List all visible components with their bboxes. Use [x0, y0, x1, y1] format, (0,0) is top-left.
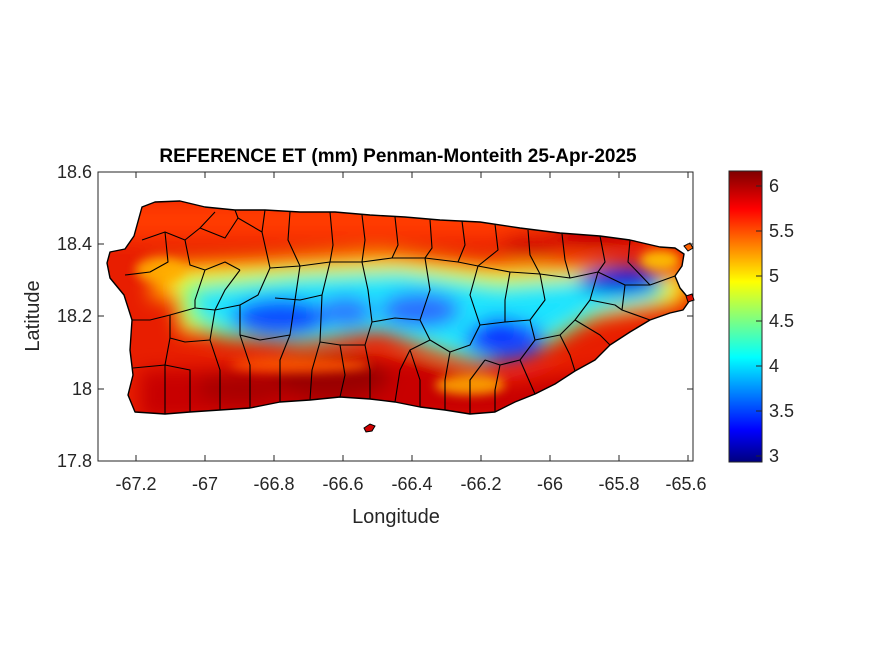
x-tick-label: -66.8 — [253, 474, 294, 494]
y-tick-label: 18.2 — [57, 306, 92, 326]
caja-de-muertos-island — [363, 423, 376, 433]
y-tick-label: 18.6 — [57, 162, 92, 182]
east-offshore-islet-2 — [685, 293, 695, 303]
y-tick-label: 17.8 — [57, 451, 92, 471]
x-tick-label: -67 — [192, 474, 218, 494]
colorbar-tick-label: 4 — [769, 356, 779, 376]
x-tick-label: -65.8 — [598, 474, 639, 494]
y-axis-label: Latitude — [22, 280, 44, 351]
x-tick-label: -67.2 — [115, 474, 156, 494]
municipality-boundaries — [106, 200, 691, 415]
colorbar-ticks — [756, 185, 762, 457]
x-axis — [135, 172, 689, 461]
colorbar-tick-label: 3 — [769, 446, 779, 466]
x-axis-label: Longitude — [352, 506, 440, 528]
y-tick-label: 18.4 — [57, 234, 92, 254]
colorbar-tick-label: 5.5 — [769, 221, 794, 241]
x-tick-label: -65.6 — [665, 474, 706, 494]
y-tick-label: 18 — [72, 379, 92, 399]
colorbar-tick-label: 5 — [769, 266, 779, 286]
x-tick-label: -66.6 — [322, 474, 363, 494]
colorbar-tick-label: 6 — [769, 176, 779, 196]
x-tick-label: -66 — [537, 474, 563, 494]
colorbar-tick-label: 3.5 — [769, 401, 794, 421]
y-axis — [98, 171, 693, 462]
colorbar — [728, 170, 763, 463]
x-tick-label: -66.4 — [391, 474, 432, 494]
x-tick-label: -66.2 — [460, 474, 501, 494]
chart-title: REFERENCE ET (mm) Penman-Monteith 25-Apr… — [159, 146, 637, 167]
colorbar-tick-label: 4.5 — [769, 311, 794, 331]
